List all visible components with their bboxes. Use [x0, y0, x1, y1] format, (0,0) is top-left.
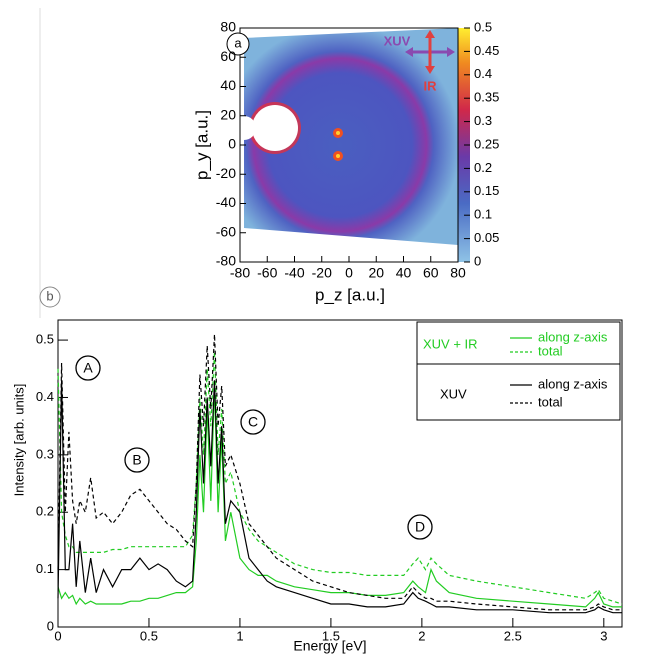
annotation: C	[248, 414, 258, 430]
legend-label: total	[538, 343, 563, 358]
annotations: A B C D	[75, 355, 433, 540]
x-tick-label: 0	[345, 265, 353, 281]
y-tick-label: 0.5	[36, 332, 54, 347]
y-tick-label: -80	[216, 253, 236, 269]
x-axis-label: p_z [a.u.]	[315, 285, 385, 304]
y-tick-label: 40	[220, 77, 236, 93]
x-tick-label: -40	[284, 265, 304, 281]
y-tick-label: 0.3	[36, 446, 54, 461]
y-axis-label: Intensity [arb. units]	[11, 384, 26, 497]
annotation: D	[415, 519, 425, 535]
x-tick-label: 80	[450, 265, 466, 281]
polarization-arrows	[405, 30, 455, 74]
x-tick-label: 0	[54, 628, 61, 643]
y-tick-label: 80	[220, 19, 236, 35]
x-tick-label: -80	[230, 265, 250, 281]
plot-frame	[57, 319, 623, 628]
y-tick-label: 20	[220, 106, 236, 122]
y-tick-label: -20	[216, 165, 236, 181]
y-tick-label: 0	[228, 136, 236, 152]
annotation-circle	[240, 409, 266, 435]
colorbar-tick-label: 0.15	[474, 183, 499, 198]
annotation: XUV	[384, 33, 411, 48]
colorbar-tick-label: 0.1	[474, 207, 492, 222]
y-tick-label: 0.4	[36, 389, 54, 404]
colorbar-tick-label: 0.45	[474, 43, 499, 58]
legend-label: total	[538, 394, 563, 409]
y-tick-label: 60	[220, 48, 236, 64]
legend-group-label: XUV	[440, 386, 467, 401]
legend-group-label: XUV + IR	[423, 336, 478, 351]
panel-label: b	[46, 288, 53, 303]
legend-label: along z-axis	[538, 329, 608, 344]
y-tick-label: -60	[216, 223, 236, 239]
series-line	[57, 334, 622, 611]
colorbar-tick-label: 0.25	[474, 136, 499, 151]
x-tick-label: 2.5	[504, 628, 522, 643]
annotation-circle	[75, 355, 101, 381]
annotation: B	[132, 452, 141, 468]
series-line	[57, 380, 622, 614]
colorbar-tick-label: 0.4	[474, 66, 492, 81]
colorbar-tick-label: 0.5	[474, 19, 492, 34]
colorbar-tick-label: 0.3	[474, 113, 492, 128]
panel-label: a	[234, 35, 242, 50]
heatmap-image	[232, 28, 458, 245]
x-tick-label: -60	[257, 265, 277, 281]
colorbar-tick-label: 0.35	[474, 90, 499, 105]
x-tick-label: 0.5	[140, 628, 158, 643]
x-tick-label: -20	[312, 265, 332, 281]
x-tick-label: 3	[600, 628, 607, 643]
colorbar-tick-label: 0	[474, 253, 481, 268]
annotation-circle	[407, 514, 433, 540]
x-tick-label: 1	[236, 628, 243, 643]
annotation: A	[83, 360, 93, 376]
y-axis-label: p_y [a.u.]	[192, 110, 211, 180]
y-tick-label: 0.1	[36, 561, 54, 576]
legend-label: along z-axis	[538, 376, 608, 391]
annotation-circle	[124, 447, 150, 473]
x-tick-label: 60	[423, 265, 439, 281]
y-tick-label: -40	[216, 194, 236, 210]
colorbar-tick-label: 0.05	[474, 230, 499, 245]
x-axis-label: Energy [eV]	[293, 638, 366, 654]
y-tick-label: 0	[47, 618, 54, 633]
panel-label-circle	[226, 32, 250, 56]
x-tick-label: 20	[368, 265, 384, 281]
y-tick-label: 0.2	[36, 504, 54, 519]
x-tick-label: 40	[396, 265, 412, 281]
annotation: IR	[424, 78, 438, 93]
series-line	[57, 351, 623, 605]
panel-label-circle	[39, 286, 61, 308]
x-tick-label: 2	[418, 628, 425, 643]
colorbar-tick-label: 0.2	[474, 160, 492, 175]
x-tick-label: 1.5	[322, 628, 340, 643]
